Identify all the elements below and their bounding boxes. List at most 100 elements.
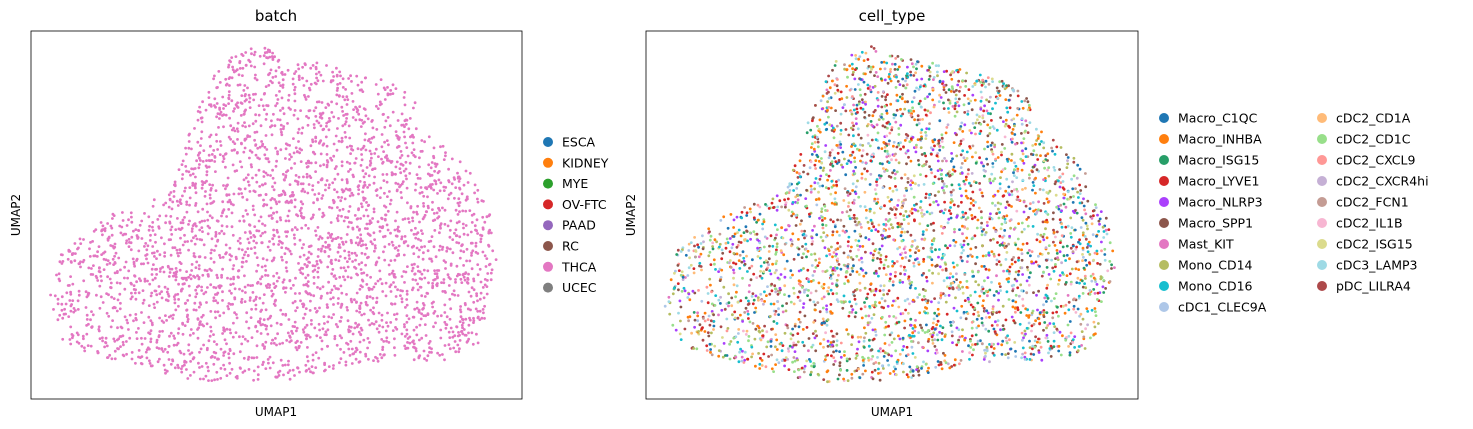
data-point xyxy=(924,192,928,196)
data-point xyxy=(82,238,85,241)
data-point xyxy=(914,71,917,75)
data-point xyxy=(109,281,113,285)
data-point xyxy=(140,219,144,223)
data-point xyxy=(938,167,942,171)
data-point xyxy=(156,218,160,221)
data-point xyxy=(321,327,325,331)
data-point xyxy=(448,235,452,239)
data-point xyxy=(269,206,273,210)
data-point xyxy=(120,326,124,330)
data-point xyxy=(113,261,117,264)
data-point xyxy=(138,277,141,280)
data-point xyxy=(350,191,354,195)
data-point xyxy=(966,312,970,315)
data-point xyxy=(394,295,398,298)
data-point xyxy=(299,211,303,215)
data-point xyxy=(330,288,334,292)
data-point xyxy=(121,211,124,214)
data-point xyxy=(884,255,888,258)
data-point xyxy=(279,218,283,222)
data-point xyxy=(158,330,162,333)
data-point xyxy=(902,345,906,348)
data-point xyxy=(423,357,426,361)
data-point xyxy=(359,217,362,220)
data-point xyxy=(335,93,339,97)
data-point xyxy=(377,330,381,334)
data-point xyxy=(955,326,959,330)
data-point xyxy=(734,262,738,266)
data-point xyxy=(207,339,211,343)
data-point xyxy=(124,232,128,236)
data-point xyxy=(846,194,850,197)
data-point xyxy=(196,318,200,321)
data-point xyxy=(431,200,434,204)
data-point xyxy=(194,175,197,179)
data-point xyxy=(824,186,828,190)
data-point xyxy=(231,65,235,69)
data-point xyxy=(1049,277,1053,281)
data-point xyxy=(816,145,820,149)
data-point xyxy=(1076,349,1080,353)
data-point xyxy=(429,185,433,189)
data-point xyxy=(967,300,971,304)
data-point xyxy=(318,306,321,310)
data-point xyxy=(400,112,404,116)
data-point xyxy=(57,272,61,276)
data-point xyxy=(871,242,875,246)
data-point xyxy=(991,165,995,169)
data-point xyxy=(430,259,434,263)
data-point xyxy=(443,358,446,362)
data-point xyxy=(312,109,316,113)
data-point xyxy=(412,106,415,110)
data-point xyxy=(1032,322,1036,326)
data-point xyxy=(263,224,267,227)
data-point xyxy=(235,151,239,155)
data-point xyxy=(359,164,363,167)
data-point xyxy=(111,217,114,220)
data-point xyxy=(988,343,991,346)
data-point xyxy=(346,275,350,279)
data-point xyxy=(452,176,456,180)
data-point xyxy=(350,362,354,365)
data-point xyxy=(377,311,381,315)
data-point xyxy=(279,323,283,326)
data-point xyxy=(456,294,460,297)
data-point xyxy=(1071,201,1075,204)
data-point xyxy=(216,219,220,223)
data-point xyxy=(365,222,369,226)
data-point xyxy=(247,93,251,97)
data-point xyxy=(222,157,226,161)
data-point xyxy=(1067,334,1071,338)
data-point xyxy=(426,269,430,273)
data-point xyxy=(260,308,263,312)
data-point xyxy=(259,332,263,335)
data-point xyxy=(205,166,209,169)
data-point xyxy=(335,102,339,106)
data-point xyxy=(442,259,446,262)
data-point xyxy=(343,197,347,201)
data-point xyxy=(275,220,279,224)
data-point xyxy=(252,93,255,96)
data-point xyxy=(697,255,701,259)
data-point xyxy=(414,188,417,192)
data-point xyxy=(863,305,867,309)
data-point xyxy=(187,146,191,150)
data-point xyxy=(975,326,979,330)
data-point xyxy=(278,194,281,197)
data-point xyxy=(864,236,868,240)
data-point xyxy=(296,366,299,370)
data-point xyxy=(268,248,272,252)
data-point xyxy=(418,191,422,195)
data-point xyxy=(224,83,228,87)
data-point xyxy=(194,295,198,299)
data-point xyxy=(311,184,315,188)
data-point xyxy=(183,282,186,286)
data-point xyxy=(447,180,451,184)
data-point xyxy=(183,240,187,244)
data-point xyxy=(1031,188,1034,192)
data-point xyxy=(251,176,254,180)
data-point xyxy=(122,343,125,347)
data-point xyxy=(686,274,690,277)
data-point xyxy=(260,265,264,269)
data-point xyxy=(254,153,258,157)
